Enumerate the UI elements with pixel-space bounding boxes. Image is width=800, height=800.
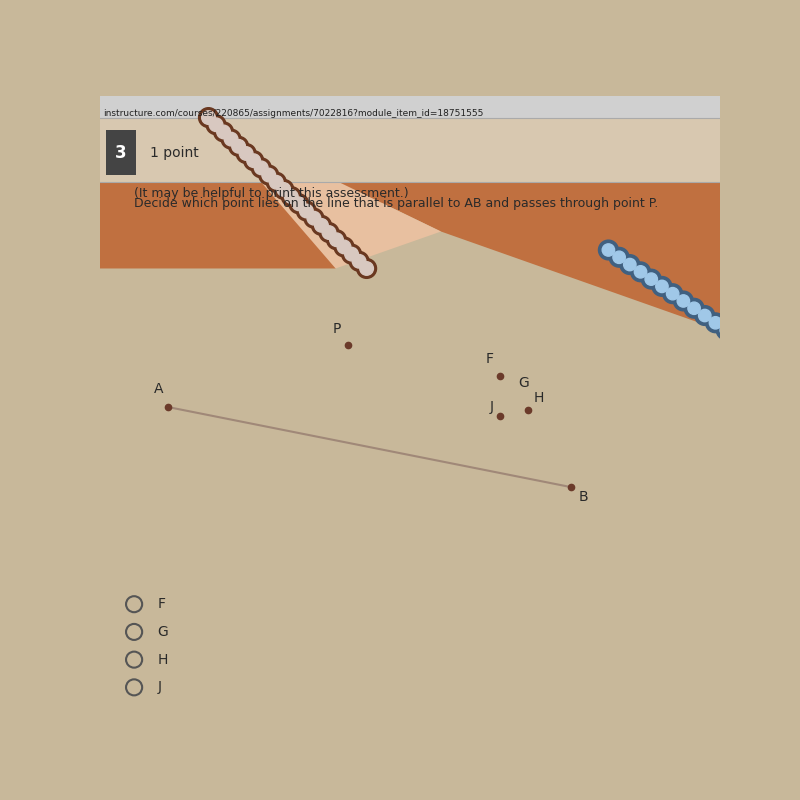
Circle shape [345, 247, 358, 261]
Circle shape [666, 287, 679, 300]
Circle shape [342, 244, 362, 264]
Text: P: P [332, 322, 341, 336]
Polygon shape [100, 118, 441, 269]
Circle shape [314, 218, 328, 232]
Circle shape [710, 317, 722, 329]
Circle shape [652, 277, 672, 296]
Text: J: J [490, 400, 494, 414]
Circle shape [251, 158, 271, 178]
Circle shape [236, 144, 256, 163]
Circle shape [221, 130, 241, 149]
Circle shape [289, 194, 309, 214]
Circle shape [319, 222, 339, 242]
Circle shape [620, 254, 640, 274]
Circle shape [688, 302, 700, 314]
Circle shape [202, 110, 215, 124]
Circle shape [634, 266, 646, 278]
Circle shape [349, 251, 369, 271]
Circle shape [282, 186, 302, 206]
Text: F: F [158, 597, 166, 611]
Text: (It may be helpful to print this assessment.): (It may be helpful to print this assessm… [134, 186, 409, 199]
Circle shape [217, 125, 230, 138]
Circle shape [602, 244, 614, 256]
Circle shape [698, 310, 711, 322]
Circle shape [262, 168, 275, 182]
Circle shape [684, 298, 704, 318]
Circle shape [247, 154, 261, 167]
Circle shape [645, 273, 658, 286]
Text: G: G [518, 376, 530, 390]
Circle shape [270, 175, 283, 189]
Circle shape [695, 306, 714, 326]
Circle shape [307, 211, 321, 225]
Circle shape [304, 208, 324, 228]
Circle shape [214, 122, 234, 142]
Circle shape [229, 137, 249, 156]
Text: Decide which point lies on the line that is parallel to AB and passes through po: Decide which point lies on the line that… [134, 197, 658, 210]
Text: A: A [154, 382, 163, 396]
Circle shape [224, 132, 238, 146]
Circle shape [277, 182, 290, 196]
Circle shape [232, 139, 246, 153]
Circle shape [334, 237, 354, 257]
Circle shape [299, 204, 313, 218]
Polygon shape [206, 118, 720, 330]
Text: 1 point: 1 point [150, 146, 198, 160]
Circle shape [210, 118, 223, 131]
Text: H: H [158, 653, 168, 666]
Circle shape [259, 165, 278, 185]
Circle shape [624, 258, 636, 270]
Circle shape [311, 215, 331, 235]
Text: B: B [578, 490, 588, 504]
Circle shape [706, 313, 726, 333]
Circle shape [292, 197, 306, 210]
Circle shape [337, 240, 351, 254]
Text: F: F [486, 353, 494, 366]
Circle shape [244, 151, 263, 170]
Circle shape [598, 240, 618, 260]
Circle shape [239, 146, 253, 160]
Circle shape [326, 230, 346, 250]
Circle shape [357, 258, 377, 278]
Circle shape [254, 161, 268, 174]
Bar [100, 118, 720, 182]
Circle shape [352, 254, 366, 268]
Circle shape [322, 226, 336, 239]
Circle shape [677, 294, 690, 307]
Circle shape [609, 247, 629, 267]
Circle shape [285, 190, 298, 203]
Circle shape [330, 233, 343, 246]
Text: J: J [158, 680, 162, 694]
Bar [100, 96, 720, 118]
Circle shape [656, 280, 668, 293]
Circle shape [720, 324, 733, 336]
Text: 3: 3 [115, 144, 127, 162]
Text: G: G [158, 625, 169, 639]
Circle shape [642, 270, 661, 289]
Circle shape [274, 179, 294, 199]
Circle shape [297, 201, 316, 221]
Circle shape [206, 115, 226, 134]
Circle shape [198, 108, 218, 127]
Polygon shape [100, 96, 720, 118]
Circle shape [716, 320, 736, 340]
Circle shape [662, 284, 682, 303]
Bar [106, 130, 136, 175]
Circle shape [674, 291, 694, 311]
Circle shape [630, 262, 650, 282]
Text: H: H [534, 391, 544, 406]
Text: instructure.com/courses/220865/assignments/7022816?module_item_id=18751555: instructure.com/courses/220865/assignmen… [103, 109, 483, 118]
Polygon shape [206, 118, 441, 269]
Circle shape [360, 262, 374, 275]
Circle shape [266, 172, 286, 192]
Circle shape [613, 251, 626, 263]
